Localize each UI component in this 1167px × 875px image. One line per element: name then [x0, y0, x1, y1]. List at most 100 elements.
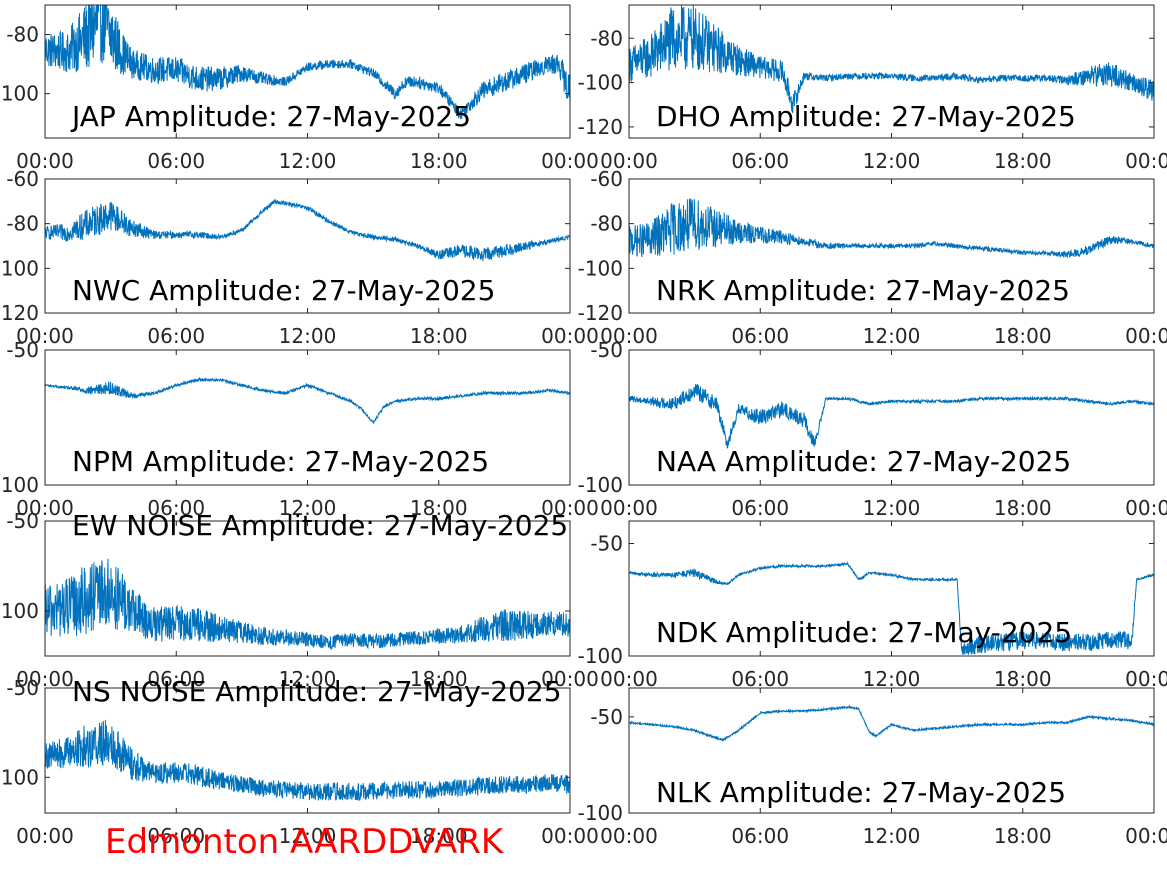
x-tick-label: 12:00 [279, 149, 337, 173]
x-tick-label: 18:00 [994, 496, 1052, 520]
y-tick-label: -60 [6, 167, 39, 191]
panel-nwc: -60-80-100-12000:0006:0012:0018:0000:00N… [0, 167, 599, 348]
panel-title: NPM Amplitude: 27-May-2025 [72, 445, 489, 478]
x-tick-label: 00:00 [600, 324, 658, 348]
x-tick-label: 00:00 [1125, 324, 1167, 348]
panel-jap: -80 -100 00:00 06:00 12:00 18:00 00:00 JAP Ampl… [0, 4, 599, 173]
series-line [629, 561, 1154, 656]
y-tick-label: -100 [0, 256, 39, 280]
series-line [45, 719, 570, 802]
x-tick-label: 00:00 [541, 149, 599, 173]
y-tick-label: -100 [578, 801, 623, 825]
x-tick-label: 00:00 [16, 324, 74, 348]
y-tick-label: -80 [590, 26, 623, 50]
panel-title: JAP Amplitude: 27-May-2025 [70, 100, 471, 133]
x-tick-label: 12:00 [863, 667, 921, 691]
x-tick-label: 06:00 [147, 667, 205, 691]
x-tick-label: 12:00 [863, 149, 921, 173]
panel-title: NAA Amplitude: 27-May-2025 [656, 445, 1071, 478]
series-line [45, 198, 570, 262]
x-tick-label: 06:00 [147, 824, 205, 848]
y-tick-label: -50 [590, 338, 623, 362]
y-tick-label: -50 [590, 705, 623, 729]
panel-title: NDK Amplitude: 27-May-2025 [656, 616, 1072, 649]
station-footer: Edmonton AARDDVARK [105, 822, 505, 862]
x-tick-label: 12:00 [863, 496, 921, 520]
panel-title: NS NOISE Amplitude: 27-May-2025 [72, 675, 562, 708]
x-tick-label: 06:00 [731, 824, 789, 848]
panel-title: NRK Amplitude: 27-May-2025 [656, 274, 1070, 307]
series-line [45, 5, 570, 120]
x-tick-label: 18:00 [994, 149, 1052, 173]
x-tick-label: 00:00 [16, 149, 74, 173]
series-line [629, 198, 1154, 259]
y-tick-label: -100 [578, 71, 623, 95]
x-tick-label: 12:00 [279, 824, 337, 848]
y-tick-label: -60 [590, 167, 623, 191]
x-tick-label: 12:00 [279, 324, 337, 348]
y-tick-label: -50 [6, 338, 39, 362]
x-tick-label: 00:00 [541, 496, 599, 520]
series-line [45, 558, 570, 651]
panel-title: EW NOISE Amplitude: 27-May-2025 [72, 509, 568, 542]
x-tick-label: 00:00 [600, 824, 658, 848]
x-tick-label: 18:00 [410, 149, 468, 173]
x-tick-label: 06:00 [731, 149, 789, 173]
x-tick-label: 18:00 [410, 667, 468, 691]
x-tick-label: 18:00 [994, 824, 1052, 848]
x-tick-label: 12:00 [863, 824, 921, 848]
x-tick-label: 06:00 [147, 496, 205, 520]
x-tick-label: 18:00 [994, 667, 1052, 691]
y-tick-label: -100 [0, 765, 39, 789]
x-tick-label: 00:00 [541, 824, 599, 848]
y-tick-label: -80 [6, 212, 39, 236]
y-tick-label: -120 [578, 115, 623, 139]
y-tick-label: -100 [578, 644, 623, 668]
panel-title: DHO Amplitude: 27-May-2025 [656, 100, 1076, 133]
x-tick-label: 06:00 [147, 149, 205, 173]
series-line [45, 376, 570, 424]
x-tick-label: 00:00 [16, 496, 74, 520]
x-tick-label: 00:00 [541, 667, 599, 691]
x-tick-label: 00:00 [1125, 149, 1167, 173]
panel-nrk: -60-80-100-12000:0006:0012:0018:0000:00N… [578, 167, 1167, 348]
panel-title: NLK Amplitude: 27-May-2025 [656, 776, 1066, 809]
x-tick-label: 12:00 [863, 324, 921, 348]
y-tick-label: -80 [590, 212, 623, 236]
x-tick-label: 06:00 [731, 667, 789, 691]
panel-title: NWC Amplitude: 27-May-2025 [72, 274, 495, 307]
y-tick-label: -100 [578, 256, 623, 280]
y-tick-label: -120 [0, 301, 39, 325]
x-tick-label: 00:00 [600, 496, 658, 520]
y-tick-label: -100 [0, 82, 39, 106]
series-line [629, 5, 1154, 114]
y-tick-label: -100 [0, 599, 39, 623]
x-tick-label: 00:00 [1125, 824, 1167, 848]
y-tick-label: -50 [590, 532, 623, 556]
x-tick-label: 00:00 [16, 824, 74, 848]
y-tick-label: -50 [6, 676, 39, 700]
x-tick-label: 00:00 [1125, 667, 1167, 691]
x-tick-label: 06:00 [147, 324, 205, 348]
x-tick-label: 00:00 [600, 667, 658, 691]
series-line [629, 704, 1154, 742]
y-tick-label: -80 [6, 23, 39, 47]
x-tick-label: 12:00 [279, 667, 337, 691]
x-tick-label: 12:00 [279, 496, 337, 520]
y-tick-label: -120 [578, 301, 623, 325]
x-tick-label: 06:00 [731, 324, 789, 348]
series-line [629, 383, 1154, 449]
y-tick-label: -100 [0, 473, 39, 497]
y-tick-label: -50 [6, 509, 39, 533]
x-tick-label: 18:00 [994, 324, 1052, 348]
y-tick-label: -100 [578, 473, 623, 497]
x-tick-label: 00:00 [16, 667, 74, 691]
x-tick-label: 06:00 [731, 496, 789, 520]
x-tick-label: 18:00 [410, 496, 468, 520]
panel-ew-noise: -50 -100 00:00 06:00 12:00 18:00 00:00 EW NOISE… [0, 509, 599, 691]
